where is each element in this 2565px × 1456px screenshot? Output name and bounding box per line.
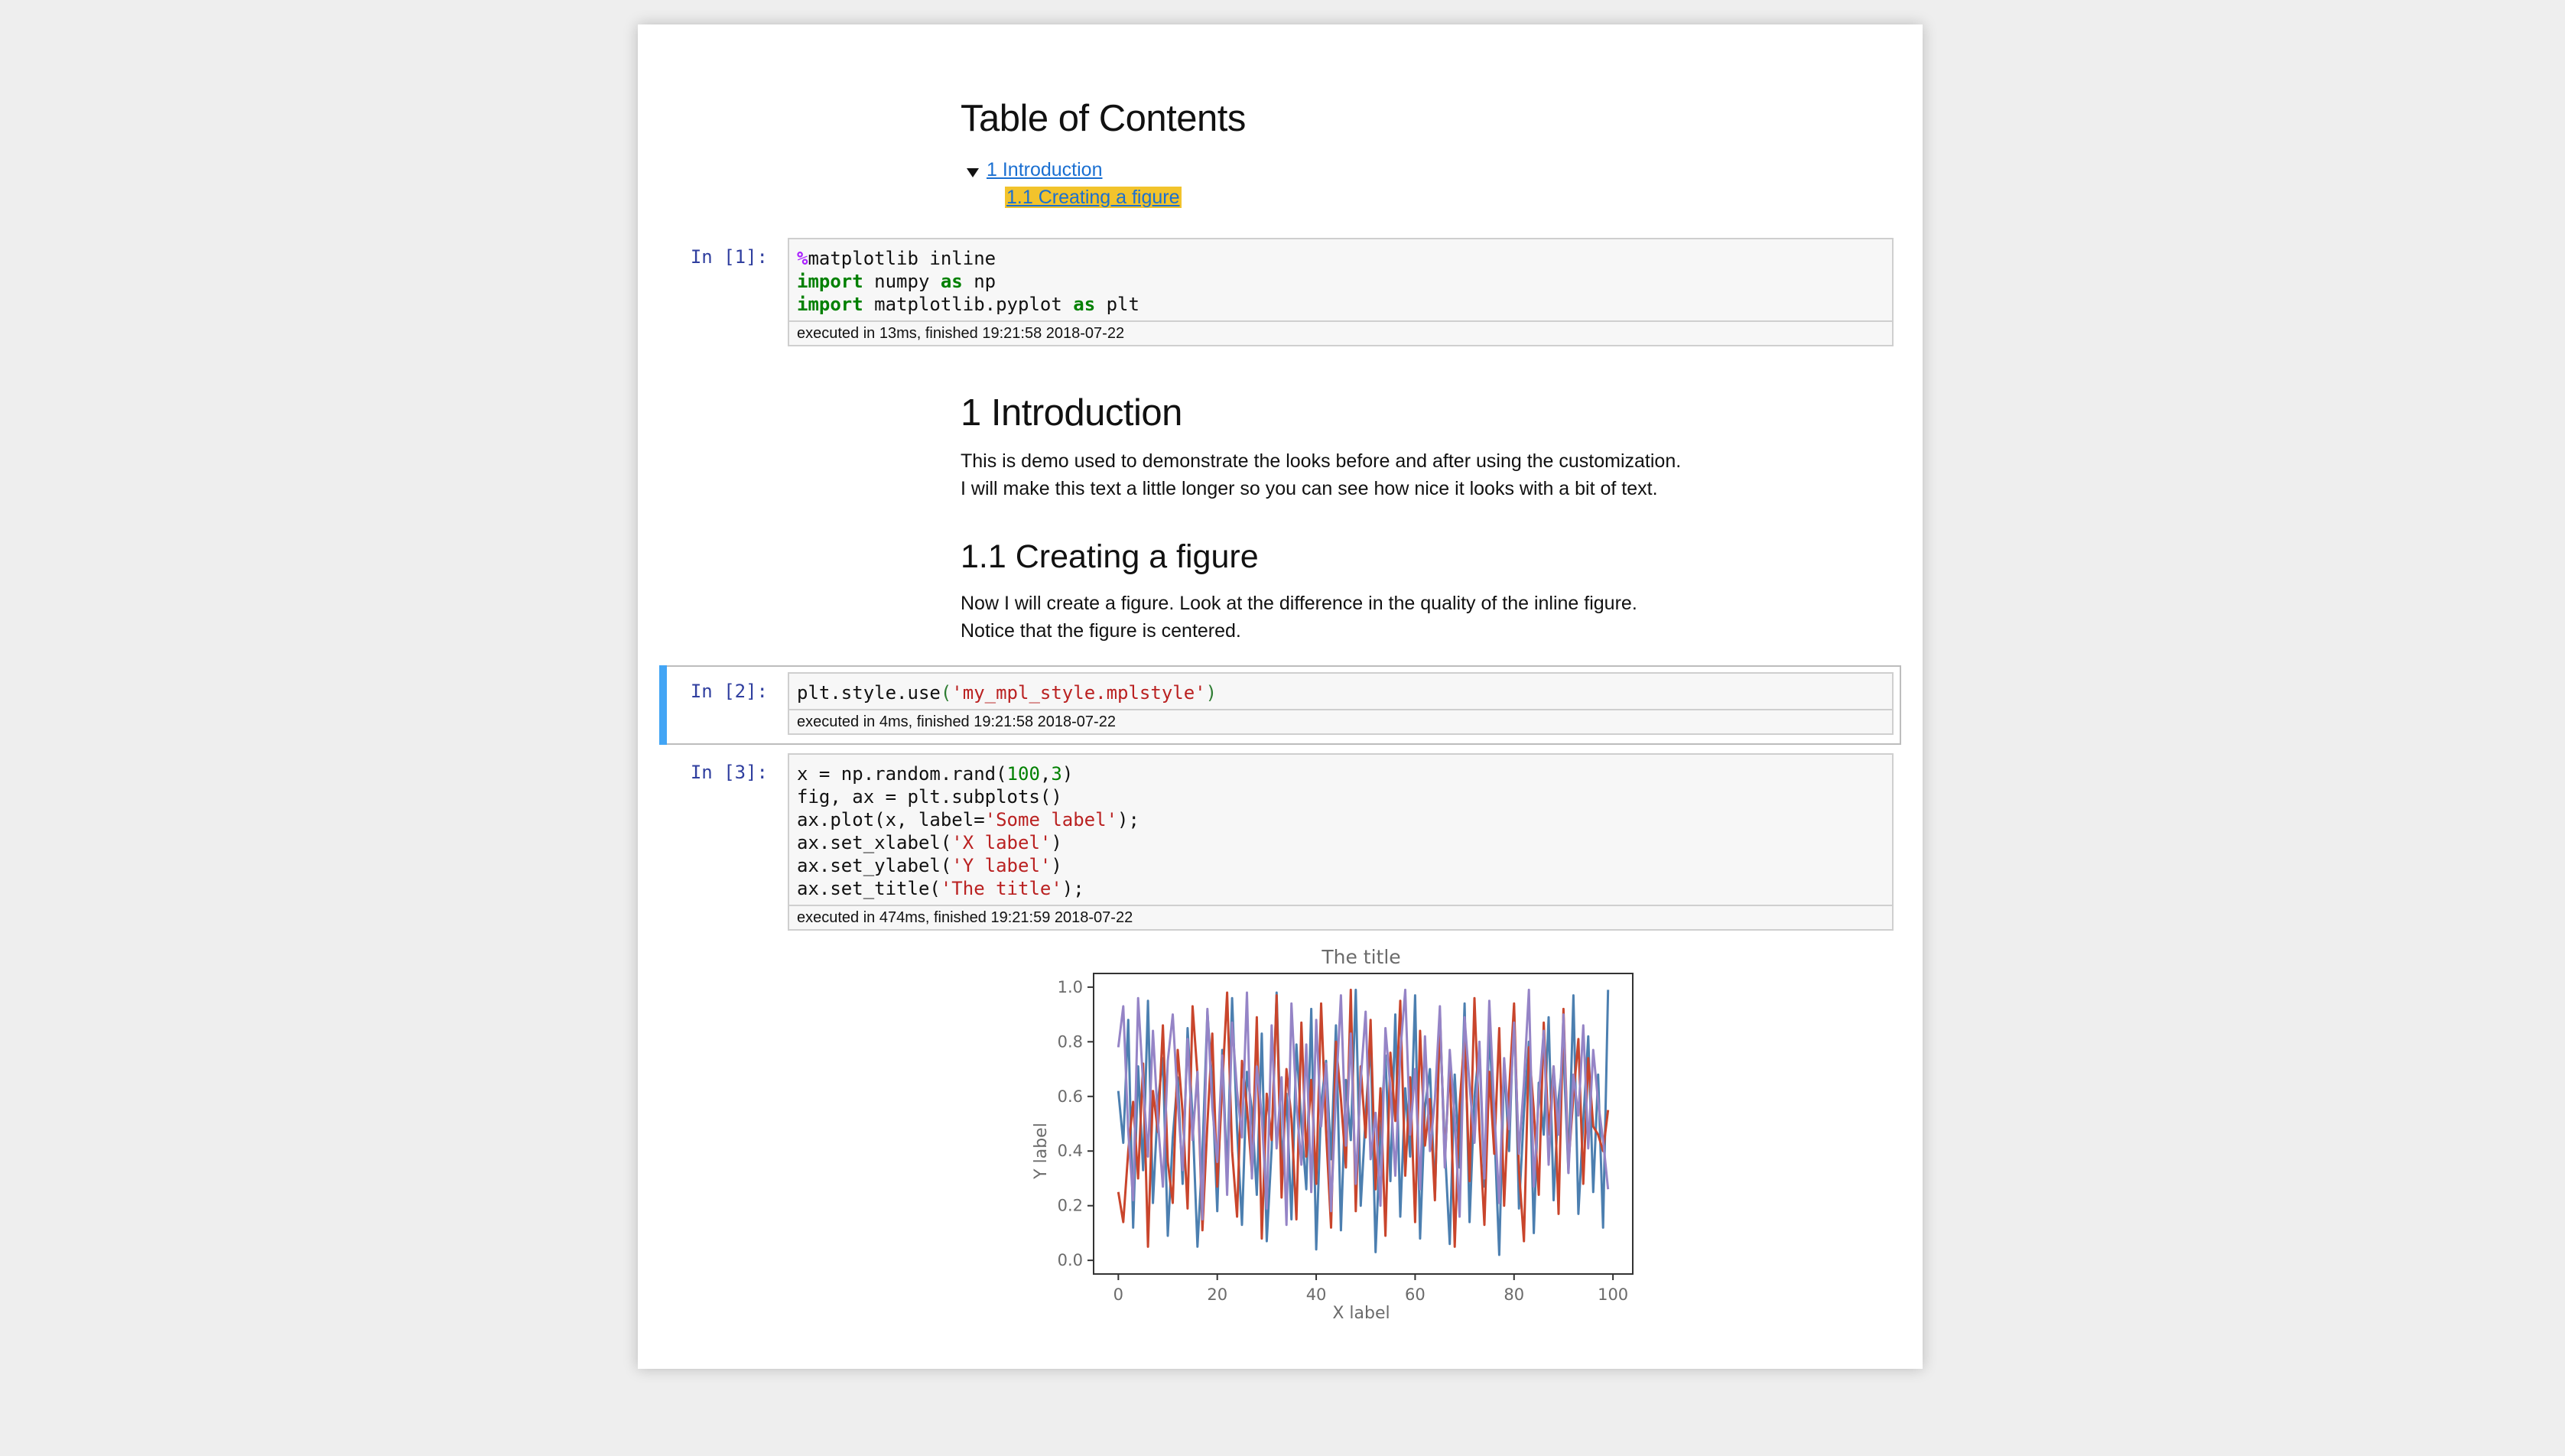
x-tick-label: 20 <box>1207 1285 1227 1304</box>
section-heading: 1 Introduction <box>961 392 1182 434</box>
x-tick-label: 60 <box>1405 1285 1426 1304</box>
code-token: , <box>1039 763 1052 785</box>
code-token: as <box>940 271 963 292</box>
code-token: np <box>962 271 996 292</box>
code-cell-3[interactable]: x = np.random.rand(100,3) fig, ax = plt.s… <box>788 753 1894 931</box>
code-line: ax.set_title('The title'); <box>797 877 1884 900</box>
plot-frame <box>1093 973 1634 1275</box>
code-token: import <box>797 294 863 315</box>
series-line-3 <box>1117 988 1610 1227</box>
code-token: ax.plot(x, label= <box>797 809 985 830</box>
code-token: matplotlib inline <box>808 248 996 269</box>
notebook-page: Table of Contents 1 Introduction 1.1 Cre… <box>638 24 1923 1369</box>
code-token: plt <box>1095 294 1139 315</box>
code-token: % <box>797 248 808 269</box>
code-line: plt.style.use('my_mpl_style.mplstyle') <box>797 681 1884 704</box>
code-line: %matplotlib inline <box>797 247 1884 270</box>
code-token: 100 <box>1006 763 1040 785</box>
code-token: x = np.random.rand( <box>797 763 1007 785</box>
subsection-heading: 1.1 Creating a figure <box>961 538 1259 575</box>
y-tick-label: 0.4 <box>1058 1142 1083 1160</box>
code-token: import <box>797 271 863 292</box>
code-line: fig, ax = plt.subplots() <box>797 785 1884 808</box>
x-axis-label: X label <box>1332 1304 1390 1323</box>
selection-indicator <box>659 665 667 745</box>
code-line: ax.set_xlabel('X label') <box>797 831 1884 854</box>
code-token: ax.set_xlabel( <box>797 832 952 853</box>
code-token: matplotlib.pyplot <box>863 294 1074 315</box>
execution-time: executed in 474ms, finished 19:21:59 201… <box>789 905 1892 929</box>
code-token: 'my_mpl_style.mplstyle' <box>951 682 1206 704</box>
code-cell-1[interactable]: %matplotlib inline import numpy as np impo… <box>788 238 1894 346</box>
code-line: ax.plot(x, label='Some label'); <box>797 808 1884 831</box>
toc-link-label: 1.1 Creating a figure <box>1005 187 1182 208</box>
code-token: fig, ax = plt.subplots() <box>797 786 1062 808</box>
y-tick-label: 0.2 <box>1058 1197 1083 1215</box>
chart-title: The title <box>1321 946 1400 968</box>
code-token: ) <box>1051 832 1062 853</box>
execution-time: executed in 4ms, finished 19:21:58 2018-… <box>789 709 1892 733</box>
code-editor[interactable]: x = np.random.rand(100,3) fig, ax = plt.s… <box>789 755 1892 905</box>
code-token: 'Some label' <box>984 809 1118 830</box>
paragraph-line: This is demo used to demonstrate the loo… <box>961 450 1682 472</box>
code-token: ) <box>1061 763 1074 785</box>
cell-prompt: In [3]: <box>690 762 768 783</box>
x-tick-label: 100 <box>1598 1285 1628 1304</box>
code-editor[interactable]: plt.style.use('my_mpl_style.mplstyle') <box>789 674 1892 709</box>
x-tick-label: 80 <box>1504 1285 1524 1304</box>
paragraph-line: Now I will create a figure. Look at the … <box>961 593 1637 614</box>
code-line: import numpy as np <box>797 270 1884 293</box>
output-figure: The title X label Y label 0 20 40 60 80 100 0.… <box>1032 946 1634 1323</box>
code-token: 'X label' <box>951 832 1052 853</box>
y-tick-label: 0.8 <box>1058 1032 1083 1051</box>
code-line: ax.set_ylabel('Y label') <box>797 854 1884 877</box>
cell-prompt: In [1]: <box>690 246 768 268</box>
code-token: 3 <box>1051 763 1062 785</box>
y-tick-label: 0.6 <box>1058 1087 1083 1106</box>
toc-title: Table of Contents <box>961 98 1246 139</box>
code-token: ); <box>1061 878 1084 899</box>
code-token: ) <box>1205 682 1217 704</box>
code-token: numpy <box>863 271 941 292</box>
paragraph-line: I will make this text a little longer so… <box>961 478 1658 499</box>
toc-link-creating-a-figure[interactable]: 1.1 Creating a figure <box>1005 187 1182 209</box>
code-token: ax.set_title( <box>797 878 941 899</box>
series-line-1 <box>1117 988 1610 1256</box>
code-token: ax.set_ylabel( <box>797 855 952 876</box>
code-line: import matplotlib.pyplot as plt <box>797 293 1884 316</box>
toc-link-introduction[interactable]: 1 Introduction <box>987 159 1103 180</box>
x-tick-label: 0 <box>1113 1285 1123 1304</box>
paragraph-line: Notice that the figure is centered. <box>961 620 1241 642</box>
code-token: ( <box>940 682 952 704</box>
code-token: 'Y label' <box>951 855 1052 876</box>
code-token: ); <box>1117 809 1139 830</box>
code-token: as <box>1073 294 1096 315</box>
code-token: 'The title' <box>940 878 1062 899</box>
code-token: plt.style.use <box>797 682 941 704</box>
execution-time: executed in 13ms, finished 19:21:58 2018… <box>789 320 1892 345</box>
code-editor[interactable]: %matplotlib inline import numpy as np impo… <box>789 239 1892 320</box>
code-line: x = np.random.rand(100,3) <box>797 762 1884 785</box>
cell-prompt: In [2]: <box>690 681 768 702</box>
y-tick-label: 0.0 <box>1058 1251 1083 1269</box>
caret-down-icon[interactable] <box>967 168 979 177</box>
y-tick-label: 1.0 <box>1058 978 1083 996</box>
y-axis-label: Y label <box>1032 1123 1051 1180</box>
code-token: ) <box>1051 855 1062 876</box>
x-tick-label: 40 <box>1306 1285 1327 1304</box>
code-cell-2[interactable]: plt.style.use('my_mpl_style.mplstyle') e… <box>788 672 1894 735</box>
